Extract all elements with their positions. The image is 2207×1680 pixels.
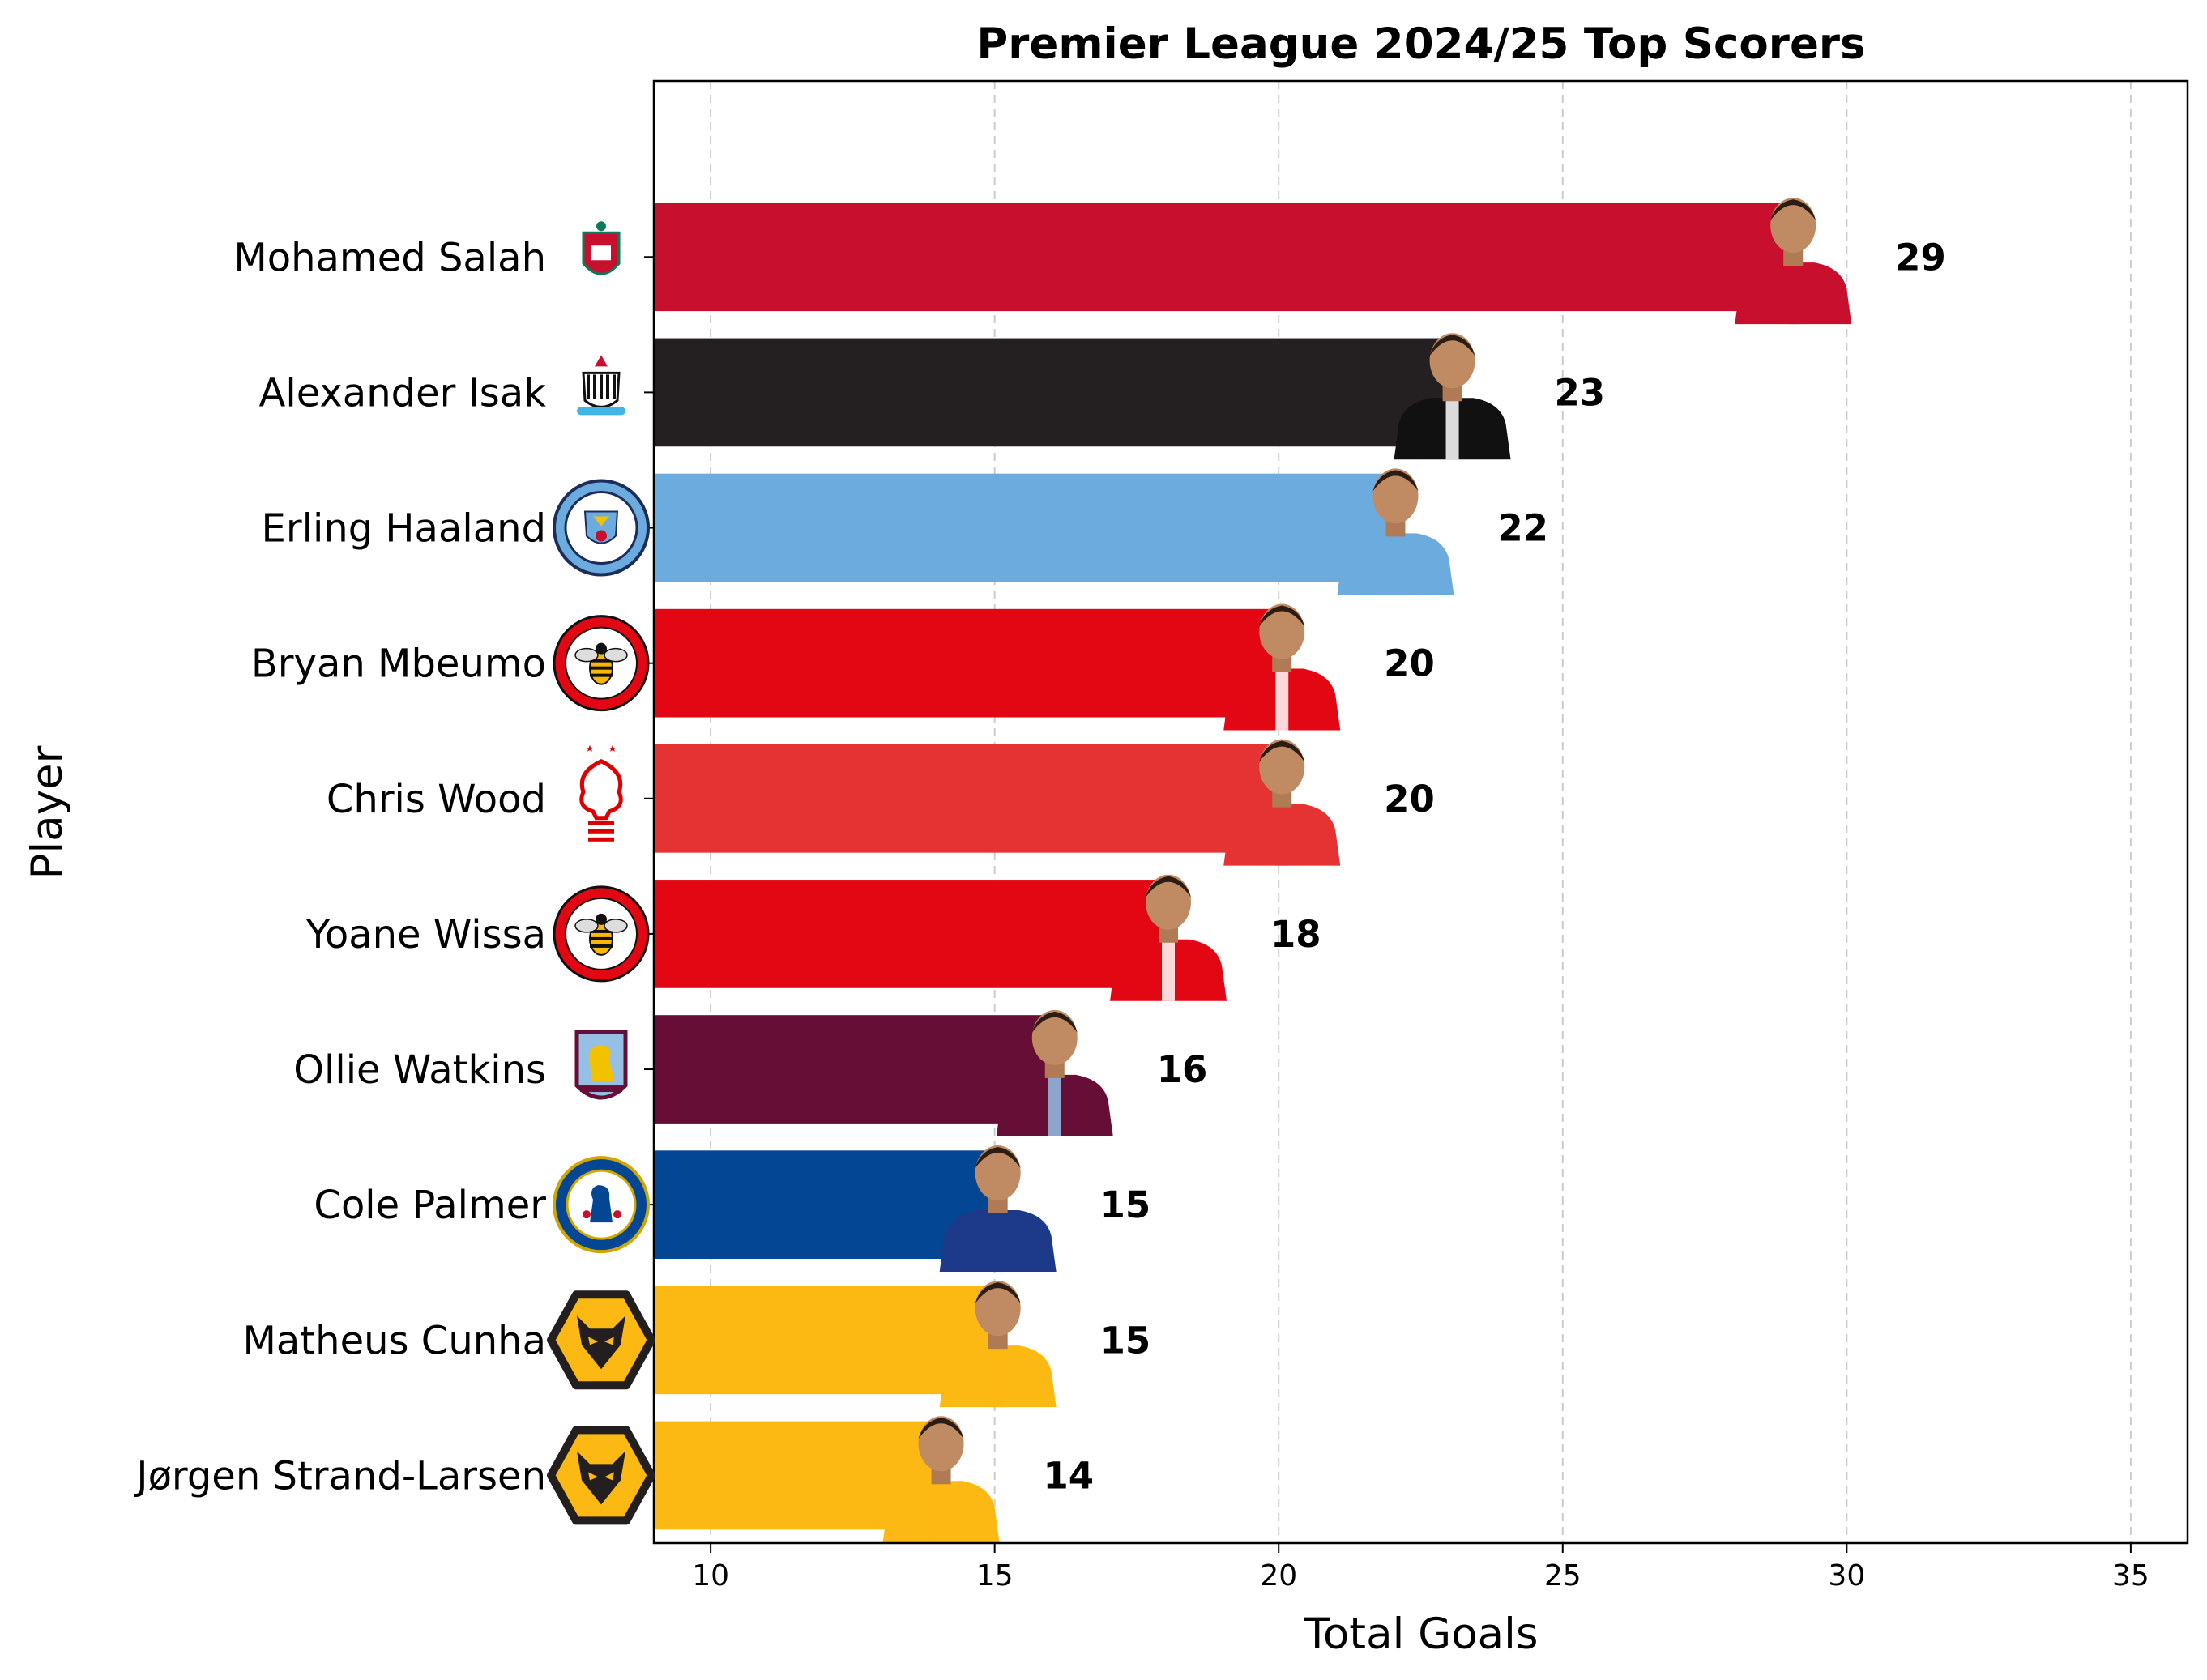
player-name-label: Mohamed Salah [233, 235, 546, 280]
player-photo [1394, 333, 1511, 460]
player-name-label: Jørgen Strand-Larsen [134, 1453, 546, 1499]
bar [654, 1015, 1052, 1124]
chelsea-crest-icon [553, 1156, 650, 1254]
player-name-label: Cole Palmer [314, 1183, 546, 1228]
x-tick-label: 25 [1544, 1559, 1582, 1593]
player-photo [1110, 874, 1227, 1001]
brentford-crest-icon [553, 885, 650, 983]
player-photo [996, 1009, 1113, 1136]
bar-value-label: 16 [1157, 1048, 1208, 1091]
x-tick-label: 10 [692, 1559, 729, 1593]
chart-title: Premier League 2024/25 Top Scorers [976, 19, 1865, 69]
y-axis-player-labels: Mohamed Salah Alexander Isak Erling Haalan… [134, 235, 654, 1499]
player-photo [939, 1281, 1057, 1408]
club-crests [547, 221, 655, 1525]
bar [654, 1286, 995, 1395]
player-photo [1223, 739, 1341, 866]
bar-value-label: 18 [1270, 913, 1321, 956]
bars [654, 203, 1791, 1530]
bar [654, 203, 1791, 312]
player-photo [1735, 198, 1852, 325]
player-name-label: Chris Wood [327, 777, 546, 822]
aston-villa-crest-icon [574, 1030, 628, 1100]
bar-value-label: 20 [1384, 778, 1435, 821]
x-axis-label: Total Goals [1304, 1610, 1539, 1659]
bar-value-label: 22 [1497, 507, 1548, 550]
x-tick-label: 30 [1828, 1559, 1865, 1593]
plot-frame [652, 79, 2189, 1545]
value-labels: 29 23 22 20 20 18 16 15 15 14 [1043, 236, 1945, 1497]
player-photo [939, 1145, 1057, 1273]
player-name-label: Matheus Cunha [243, 1318, 546, 1363]
bar [654, 338, 1449, 447]
player-name-label: Ollie Watkins [293, 1047, 546, 1093]
bar-value-label: 15 [1100, 1319, 1151, 1362]
bar-value-label: 20 [1384, 642, 1435, 685]
y-axis-label: Player [23, 745, 72, 879]
player-name-label: Yoane Wissa [305, 912, 546, 957]
bar [654, 608, 1279, 718]
man-city-crest-icon [553, 479, 650, 577]
x-tick-label: 15 [976, 1559, 1014, 1593]
player-photo [1223, 603, 1341, 731]
bar-value-label: 15 [1100, 1183, 1151, 1226]
player-name-label: Alexander Isak [259, 370, 547, 416]
player-photo [1337, 468, 1454, 595]
player-photos [882, 198, 1852, 1543]
bar [654, 744, 1279, 853]
brentford-crest-icon [553, 615, 650, 712]
bar-value-label: 29 [1895, 236, 1946, 279]
bar-value-label: 14 [1043, 1454, 1094, 1497]
player-photo [882, 1416, 1000, 1543]
player-name-label: Erling Haaland [262, 506, 546, 552]
x-tick-label: 20 [1260, 1559, 1297, 1593]
player-name-label: Bryan Mbeumo [251, 642, 546, 687]
liverpool-crest-icon [582, 221, 621, 275]
x-axis-ticks: 10 15 20 25 30 35 [692, 1543, 2149, 1593]
wolves-crest-icon [547, 1426, 655, 1525]
nottingham-forest-crest-icon [579, 744, 623, 842]
bar [654, 1150, 995, 1260]
x-tick-label: 35 [2112, 1559, 2149, 1593]
bar [654, 473, 1393, 582]
bar [654, 880, 1165, 988]
wolves-crest-icon [547, 1290, 655, 1390]
newcastle-crest-icon [577, 355, 625, 416]
bar-value-label: 23 [1554, 371, 1605, 414]
